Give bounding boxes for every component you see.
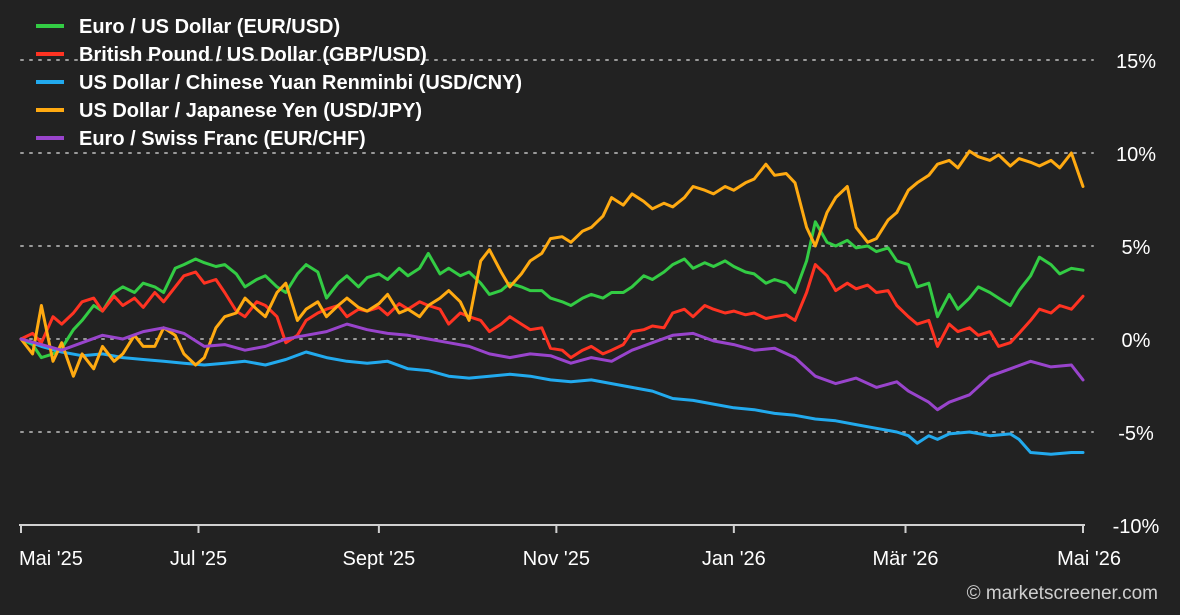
x-tick-label: Mär '26	[872, 548, 938, 570]
x-tick-label: Jul '25	[170, 548, 227, 570]
series-line-1	[19, 220, 1085, 360]
x-tick-label: Jan '26	[702, 548, 766, 570]
y-tick-label: 0%	[1122, 330, 1151, 352]
series-line-4	[19, 149, 1085, 378]
legend-label: Euro / US Dollar (EUR/USD)	[79, 16, 340, 38]
series-line-5	[19, 322, 1085, 412]
y-tick-label: 15%	[1116, 51, 1156, 73]
y-tick-label: -5%	[1118, 423, 1154, 445]
x-tick-label: Sept '25	[342, 548, 415, 570]
legend-label: US Dollar / Japanese Yen (USD/JPY)	[79, 100, 422, 122]
x-tick-label: Mai '26	[1057, 548, 1121, 570]
y-tick-label: -10%	[1113, 516, 1160, 538]
series-line-2	[19, 263, 1085, 360]
series-layer	[19, 149, 1085, 456]
legend-label: British Pound / US Dollar (GBP/USD)	[79, 44, 427, 66]
series-line-3	[19, 337, 1085, 456]
legend-label: US Dollar / Chinese Yuan Renminbi (USD/C…	[79, 72, 522, 94]
x-tick-label: Mai '25	[19, 548, 83, 570]
copyright-credit: © marketscreener.com	[967, 583, 1158, 604]
axis-layer: -10% -5% 0% 5% 10% 15% Mai '25 Jul '25 Sept '25 N…	[19, 51, 1160, 570]
y-tick-label: 5%	[1122, 237, 1151, 259]
y-tick-label: 10%	[1116, 144, 1156, 166]
legend: Euro / US Dollar (EUR/USD) British Pound …	[36, 16, 522, 150]
grid-layer	[20, 59, 1094, 433]
legend-label: Euro / Swiss Franc (EUR/CHF)	[79, 128, 366, 150]
x-tick-label: Nov '25	[523, 548, 590, 570]
